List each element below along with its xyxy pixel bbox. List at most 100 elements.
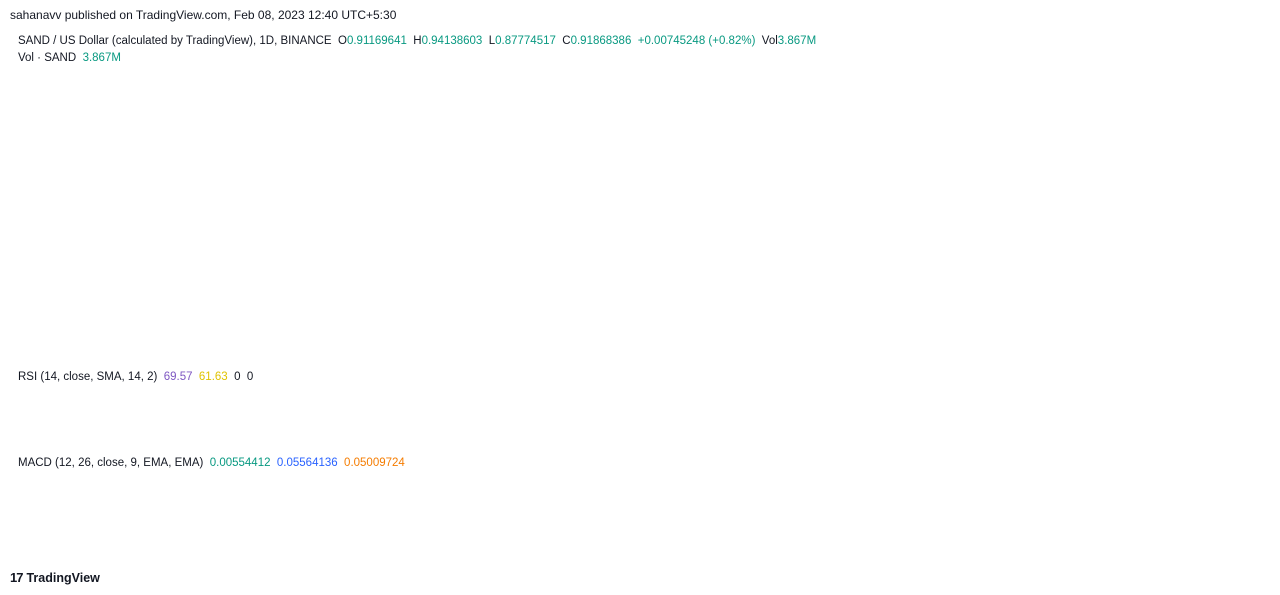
macd-histogram-bar: [177, 494, 183, 496]
candle-body: [327, 251, 332, 254]
macd-histogram-bar: [102, 494, 108, 502]
macd-histogram-bar: [627, 457, 632, 494]
candle-body: [172, 194, 177, 197]
resistance-zone: [631, 170, 1041, 184]
close-value: 0.91868386: [570, 35, 632, 47]
macd-histogram-bar: [134, 494, 140, 504]
macd-histogram-bar: [338, 494, 343, 509]
macd-histogram-bar: [520, 494, 525, 509]
macd-histogram-bar: [413, 479, 418, 494]
macd-histogram-bar: [664, 438, 669, 494]
last-price-countdown: 16:49:21: [1191, 138, 1234, 150]
macd-histogram-bar: [124, 494, 129, 509]
macd-histogram-bar: [461, 487, 466, 494]
volume-bar: [444, 345, 450, 361]
macd-histogram-bar: [659, 441, 664, 494]
volume-bar: [375, 342, 381, 361]
volume-bar: [749, 337, 755, 361]
macd-histogram-bar: [43, 494, 49, 497]
macd-histogram-bar: [397, 486, 402, 494]
macd-histogram-bar: [17, 491, 22, 494]
price-tick-label: 0.60000000: [1194, 249, 1252, 261]
macd-histogram-bar: [680, 449, 685, 494]
volume-bar: [530, 348, 536, 361]
volume-bar: [675, 329, 680, 361]
candle-body: [579, 336, 584, 340]
time-tick-label: 15: [847, 541, 859, 553]
macd-histogram-bar: [327, 494, 332, 520]
macd-histogram-bar: [423, 476, 429, 494]
volume-bar: [519, 348, 525, 361]
candle-body: [787, 189, 792, 205]
volume-bar: [16, 342, 22, 361]
rsi-legend: RSI (14, close, SMA, 14, 2) 69.57 61.63 …: [18, 371, 253, 383]
candle-body: [766, 191, 771, 200]
lower-wedge-line: [577, 99, 986, 353]
brand-name: TradingView: [26, 570, 100, 585]
candle-body: [530, 315, 535, 317]
low-label: L: [488, 35, 496, 47]
footer-brand[interactable]: 17 TradingView: [10, 570, 100, 585]
volume-bar: [525, 345, 530, 361]
macd-histogram-bar: [728, 494, 734, 496]
macd-histogram-bar: [76, 494, 81, 495]
volume-bar: [140, 340, 145, 361]
rsi-legend-label[interactable]: RSI (14, close, SMA, 14, 2): [18, 371, 158, 383]
macd-histogram-bar: [225, 475, 231, 494]
candle-body: [777, 181, 782, 184]
candle-body: [268, 136, 273, 148]
volume-bar: [760, 332, 766, 361]
candle-body: [504, 318, 509, 321]
candle-body: [226, 155, 230, 164]
volume-bar: [482, 337, 488, 361]
candle-body: [365, 267, 370, 272]
candle-body: [295, 222, 300, 246]
volume-bar: [487, 340, 493, 361]
volume-bar: [370, 335, 375, 361]
macd-histogram-bar: [263, 482, 268, 494]
macd-tick-label: 0.00000000: [1194, 489, 1252, 501]
volume-bar: [568, 345, 573, 361]
volume-bar: [493, 345, 498, 361]
volume-bar: [241, 342, 247, 361]
candle-body: [429, 243, 434, 248]
macd-histogram-bar: [236, 471, 241, 494]
volume-bar: [102, 335, 108, 361]
volume-legend-value: 3.867M: [82, 52, 121, 64]
macd-histogram-bar: [247, 480, 252, 494]
symbol-title[interactable]: SAND / US Dollar (calculated by TradingV…: [18, 35, 332, 47]
volume-bar: [27, 332, 33, 361]
macd-histogram-bar: [166, 494, 172, 500]
volume-bar: [54, 329, 60, 361]
macd-histogram-bar: [541, 494, 546, 498]
candle-body: [536, 316, 541, 318]
candle-body: [589, 327, 594, 332]
volume-bar: [198, 345, 204, 361]
volume-bar: [551, 345, 557, 361]
macd-histogram-bar: [594, 484, 600, 494]
candle-body: [49, 159, 54, 161]
last-price-tag: [1184, 120, 1258, 152]
macd-histogram-bar: [701, 461, 707, 494]
volume-bar: [150, 345, 156, 361]
volume-bar: [59, 345, 65, 361]
candle-body: [220, 163, 225, 170]
volume-bar: [225, 332, 231, 361]
volume-bar: [461, 337, 466, 361]
volume-bars: [11, 293, 803, 361]
volume-bar: [332, 332, 338, 361]
upper-wedge-line: [404, 73, 973, 246]
volume-bar: [354, 337, 359, 361]
volume-legend-label[interactable]: Vol · SAND: [18, 52, 77, 64]
candle-body: [466, 260, 471, 264]
time-axis: Oct 17 Nov 15 Dec 15 2023 16 Feb 15 Mar 15 Apr: [21, 541, 1130, 553]
macd-histogram-bar: [183, 492, 188, 494]
candle-body: [659, 222, 664, 250]
volume-bar: [86, 340, 92, 361]
candle-body: [552, 322, 557, 325]
macd-plot: [11, 438, 803, 542]
volume-bar: [584, 340, 589, 361]
macd-legend-label[interactable]: MACD (12, 26, close, 9, EMA, EMA): [18, 457, 204, 469]
volume-bar: [776, 340, 782, 361]
